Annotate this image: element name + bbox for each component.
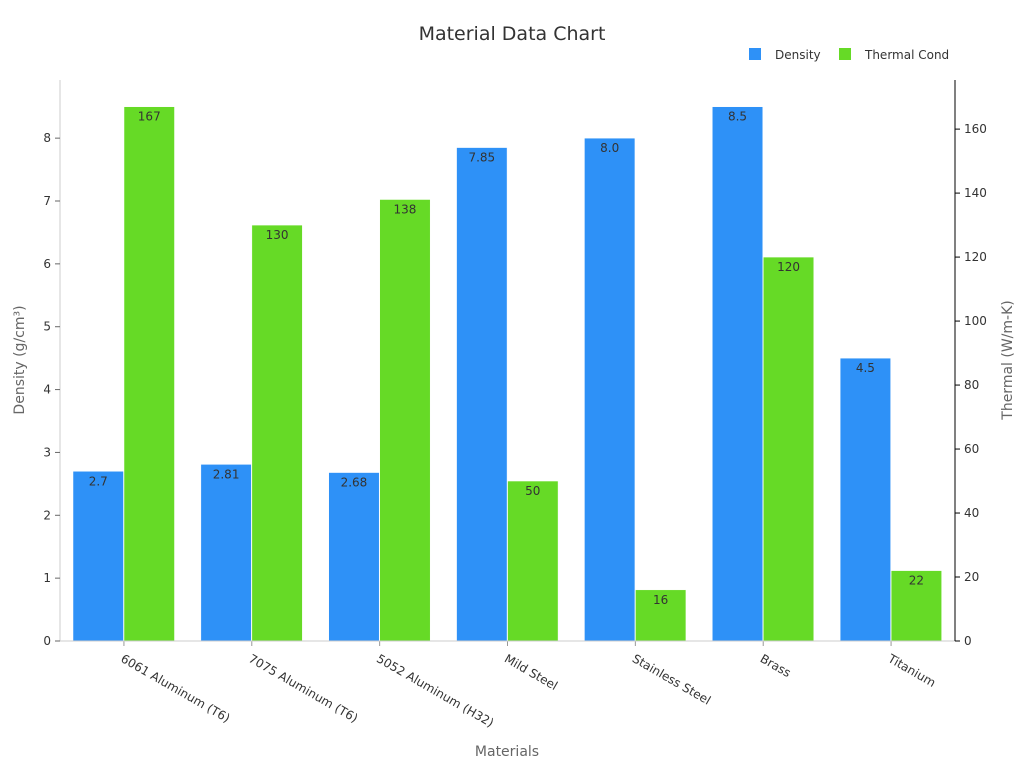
y-tick-label: 0: [43, 634, 51, 648]
data-label: 2.81: [213, 467, 240, 481]
bar-density: [712, 106, 764, 642]
y-tick-label: 7: [43, 194, 51, 208]
bar-thermal: [123, 106, 175, 642]
data-label: 7.85: [468, 151, 495, 165]
data-label: 138: [394, 202, 417, 216]
data-label: 8.0: [600, 141, 619, 155]
bar-thermal: [635, 589, 687, 642]
bar-thermal: [507, 480, 559, 642]
legend: Density Thermal Cond: [749, 48, 949, 62]
bar-density: [72, 471, 124, 642]
y2-tick-label: 20: [964, 570, 979, 584]
bar-thermal: [763, 256, 815, 642]
bar-thermal: [379, 199, 431, 642]
data-label: 2.7: [89, 474, 108, 488]
x-tick-label: 7075 Aluminum (T6): [246, 651, 360, 725]
y2-tick-label: 120: [964, 250, 987, 264]
y2-tick-label: 60: [964, 442, 979, 456]
data-label: 16: [653, 593, 668, 607]
data-label: 8.5: [728, 110, 747, 124]
bar-density: [328, 472, 380, 642]
data-label: 2.68: [341, 476, 368, 490]
y-tick-label: 1: [43, 571, 51, 585]
x-axis-label: Materials: [475, 744, 539, 760]
x-tick-label: Mild Steel: [502, 651, 560, 693]
y-tick-label: 6: [43, 257, 51, 271]
legend-label-density: Density: [775, 48, 821, 62]
y-axis-label: Density (g/cm³): [12, 305, 28, 414]
y2-tick-label: 0: [964, 634, 972, 648]
legend-label-thermal: Thermal Cond: [864, 48, 949, 62]
data-label: 120: [777, 260, 800, 274]
bar-density: [584, 137, 636, 642]
data-label: 22: [909, 574, 924, 588]
x-tick-label: Stainless Steel: [630, 651, 713, 707]
y2-tick-label: 40: [964, 506, 979, 520]
data-label: 167: [138, 110, 161, 124]
y-tick-label: 4: [43, 383, 51, 397]
legend-swatch-density: [749, 48, 761, 60]
x-tick-label: 6061 Aluminum (T6): [118, 651, 232, 725]
y2-tick-label: 100: [964, 314, 987, 328]
y-tick-label: 3: [43, 445, 51, 459]
y-tick-label: 5: [43, 320, 51, 334]
data-label: 130: [266, 228, 289, 242]
bar-density: [456, 147, 508, 642]
legend-swatch-thermal: [839, 48, 851, 60]
y-tick-label: 8: [43, 131, 51, 145]
y2-tick-label: 140: [964, 186, 987, 200]
y2-tick-label: 160: [964, 122, 987, 136]
y2-tick-label: 80: [964, 378, 979, 392]
y2-axis-label: Thermal (W/m-K): [1000, 300, 1016, 420]
x-tick-label: 5052 Aluminum (H32): [374, 651, 496, 730]
bar-thermal: [890, 570, 942, 642]
bar-density: [200, 464, 252, 642]
data-label: 50: [525, 484, 540, 498]
x-tick-label: Brass: [758, 651, 794, 680]
x-tick-label: Titanium: [885, 651, 938, 690]
bar-thermal: [251, 224, 303, 642]
chart-title: Material Data Chart: [419, 23, 606, 45]
y-tick-label: 2: [43, 508, 51, 522]
bar-density: [839, 357, 891, 642]
data-label: 4.5: [856, 361, 875, 375]
